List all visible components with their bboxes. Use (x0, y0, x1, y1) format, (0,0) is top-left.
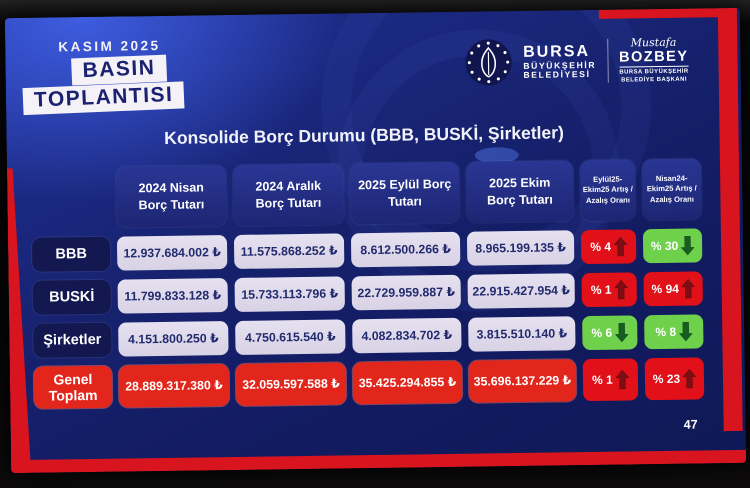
decrease-arrow-icon (681, 235, 695, 256)
column-header-2025-ekim: 2025 Ekim Borç Tutarı (465, 160, 574, 223)
value-cell: 8.965.199.135 ₺ (466, 230, 575, 266)
mayor-title: BURSA BÜYÜKŞEHİR BELEDİYE BAŞKANI (619, 69, 689, 86)
value-cell: 3.815.510.140 ₺ (468, 316, 576, 352)
municipality-logo-strip: BURSA BÜYÜKŞEHİR BELEDİYESİ Mustafa BOZB… (464, 36, 689, 88)
org-name-line3: BELEDİYESİ (523, 68, 591, 80)
change-value: % 6 (591, 325, 613, 340)
change-value: % 1 (592, 372, 613, 387)
presentation-slide: KASIM 2025 BASIN TOPLANTISI BURSA BÜYÜKŞ… (4, 7, 747, 474)
change-cell: % 8 (644, 314, 704, 350)
row-label-buski: BUSKİ (32, 279, 111, 315)
increase-arrow-icon (613, 236, 628, 257)
change-value: % 1 (590, 282, 612, 297)
change-cell: % 23 (644, 357, 705, 401)
logo-divider (606, 39, 609, 84)
change-cell: % 1 (581, 272, 637, 308)
value-cell: 4.151.800.250 ₺ (118, 321, 229, 357)
red-frame-left (7, 168, 31, 473)
change-cell: % 30 (642, 228, 703, 264)
debt-table: 2024 Nisan Borç Tutarı 2024 Aralık Borç … (31, 158, 705, 409)
mayor-title-line2: BELEDİYE BAŞKANI (621, 76, 688, 84)
increase-arrow-icon (681, 278, 696, 299)
mayor-last-name: BOZBEY (618, 48, 689, 68)
event-date: KASIM 2025 (58, 37, 161, 55)
value-cell: 8.612.500.266 ₺ (350, 231, 461, 268)
total-value-cell: 35.425.294.855 ₺ (352, 360, 463, 405)
red-frame-bottom (11, 449, 747, 474)
change-value: % 23 (652, 371, 681, 387)
value-cell: 4.750.615.540 ₺ (235, 319, 346, 355)
change-cell: % 1 (582, 358, 639, 402)
column-header-2024-aralik: 2024 Aralık Borç Tutarı (232, 163, 344, 226)
change-cell: % 94 (643, 271, 703, 307)
column-header-2025-eylul: 2025 Eylül Borç Tutarı (349, 161, 460, 225)
increase-arrow-icon (682, 368, 697, 389)
column-header-eylul-ekim-change: Eylül25-Ekim25 Artış / Azalış Oranı (579, 159, 636, 222)
column-header-nisan-ekim-change: Nisan24-Ekim25 Artış / Azalış Oranı (641, 158, 702, 221)
decrease-arrow-icon (614, 322, 629, 343)
event-title-line2: TOPLANTISI (22, 81, 185, 116)
page-number: 47 (683, 417, 698, 432)
change-value: % 30 (650, 238, 679, 254)
increase-arrow-icon (615, 369, 629, 390)
value-cell: 4.082.834.702 ₺ (352, 317, 462, 354)
event-title-line1: BASIN (71, 54, 167, 86)
organization-name: BURSA BÜYÜKŞEHİR BELEDİYESİ (523, 43, 596, 80)
change-value: % 8 (655, 324, 677, 340)
header-spacer (31, 167, 110, 229)
row-label-genel-toplam: Genel Toplam (33, 365, 113, 409)
value-cell: 12.937.684.002 ₺ (116, 235, 228, 271)
row-label-sirketler: Şirketler (33, 322, 112, 358)
total-value-cell: 28.889.317.380 ₺ (118, 364, 230, 408)
bursa-municipality-emblem-icon (465, 39, 512, 86)
red-frame-top (598, 8, 724, 19)
value-cell: 11.575.868.252 ₺ (233, 233, 345, 269)
value-cell: 22.729.959.887 ₺ (351, 274, 461, 311)
change-value: % 4 (590, 239, 612, 255)
row-label-bbb: BBB (31, 236, 111, 272)
change-value: % 94 (651, 281, 679, 297)
column-header-2024-nisan: 2024 Nisan Borç Tutarı (115, 165, 227, 228)
red-frame-right (717, 7, 743, 432)
mayor-first-name: Mustafa (630, 35, 677, 50)
change-cell: % 6 (582, 315, 638, 351)
value-cell: 15.733.113.796 ₺ (234, 276, 345, 312)
increase-arrow-icon (614, 279, 628, 300)
value-cell: 22.915.427.954 ₺ (467, 273, 575, 309)
value-cell: 11.799.833.128 ₺ (117, 278, 228, 314)
decrease-arrow-icon (678, 322, 693, 342)
total-value-cell: 32.059.597.588 ₺ (235, 362, 347, 406)
change-cell: % 4 (580, 229, 637, 265)
total-value-cell: 35.696.137.229 ₺ (468, 359, 577, 403)
mayor-signature-block: Mustafa BOZBEY BURSA BÜYÜKŞEHİR BELEDİYE… (618, 35, 689, 86)
